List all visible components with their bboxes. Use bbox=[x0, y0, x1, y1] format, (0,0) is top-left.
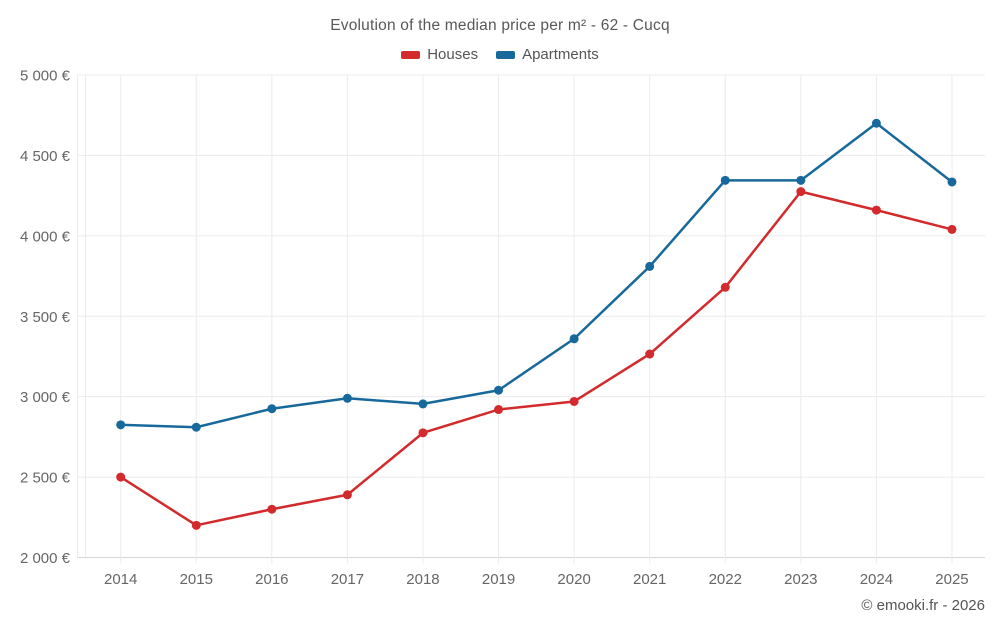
apartments-point-2018[interactable] bbox=[418, 399, 428, 409]
apartments-point-2020[interactable] bbox=[569, 334, 579, 344]
houses-legend-swatch-icon bbox=[401, 50, 421, 59]
apartments-point-2022[interactable] bbox=[720, 175, 730, 185]
houses-point-2022[interactable] bbox=[720, 282, 730, 292]
x-axis-tick-label: 2018 bbox=[406, 571, 439, 588]
houses-point-2025[interactable] bbox=[947, 224, 957, 234]
houses-point-2021[interactable] bbox=[645, 349, 655, 359]
houses-legend-label: Houses bbox=[427, 46, 479, 63]
y-axis-tick-label: 2 500 € bbox=[20, 470, 71, 487]
legend: Houses Apartments bbox=[0, 46, 1000, 63]
apartments-point-2019[interactable] bbox=[494, 385, 504, 395]
apartments-point-2015[interactable] bbox=[191, 422, 201, 432]
apartments-legend-label: Apartments bbox=[522, 46, 599, 63]
chart-title: Evolution of the median price per m² - 6… bbox=[330, 17, 670, 34]
x-axis-tick-label: 2021 bbox=[633, 571, 666, 588]
footer-credit: © emooki.fr - 2026 bbox=[861, 597, 985, 614]
houses-point-2019[interactable] bbox=[494, 405, 504, 415]
apartments-point-2023[interactable] bbox=[796, 175, 806, 185]
houses-point-2014[interactable] bbox=[116, 472, 126, 482]
houses-point-2016[interactable] bbox=[267, 504, 277, 514]
x-axis-tick-label: 2023 bbox=[784, 571, 817, 588]
y-axis-tick-label: 4 500 € bbox=[20, 148, 71, 165]
apartments-legend-swatch-icon bbox=[496, 50, 516, 59]
y-axis-tick-label: 2 000 € bbox=[20, 550, 71, 567]
houses-line bbox=[119, 190, 954, 527]
houses-point-2024[interactable] bbox=[871, 205, 881, 215]
x-axis-tick-label: 2025 bbox=[935, 571, 968, 588]
legend-item-houses[interactable]: Houses bbox=[401, 46, 478, 63]
x-axis-tick-label: 2022 bbox=[709, 571, 742, 588]
x-axis-tick-label: 2019 bbox=[482, 571, 515, 588]
x-axis-tick-label: 2024 bbox=[860, 571, 893, 588]
y-axis-tick-label: 4 000 € bbox=[20, 228, 71, 245]
apartments-point-2024[interactable] bbox=[871, 118, 881, 128]
apartments-point-2021[interactable] bbox=[645, 261, 655, 271]
y-axis-tick-label: 3 000 € bbox=[20, 389, 71, 406]
x-axis-tick-label: 2014 bbox=[104, 571, 137, 588]
houses-point-2018[interactable] bbox=[418, 428, 428, 438]
apartments-point-2017[interactable] bbox=[342, 393, 352, 403]
houses-point-2020[interactable] bbox=[569, 396, 579, 406]
x-axis-tick-label: 2015 bbox=[180, 571, 213, 588]
y-axis-tick-label: 5 000 € bbox=[20, 68, 71, 85]
houses-point-2015[interactable] bbox=[191, 520, 201, 530]
x-axis-tick-label: 2017 bbox=[331, 571, 364, 588]
houses-point-2023[interactable] bbox=[796, 187, 806, 197]
apartments-point-2016[interactable] bbox=[267, 404, 277, 414]
legend-item-apartments[interactable]: Apartments bbox=[496, 46, 599, 63]
y-axis-tick-label: 3 500 € bbox=[20, 309, 71, 326]
x-axis-tick-label: 2020 bbox=[557, 571, 590, 588]
apartments-point-2025[interactable] bbox=[947, 177, 957, 187]
apartments-line bbox=[119, 122, 954, 429]
houses-point-2017[interactable] bbox=[342, 490, 352, 500]
x-axis-tick-label: 2016 bbox=[255, 571, 288, 588]
apartments-point-2014[interactable] bbox=[116, 420, 126, 430]
